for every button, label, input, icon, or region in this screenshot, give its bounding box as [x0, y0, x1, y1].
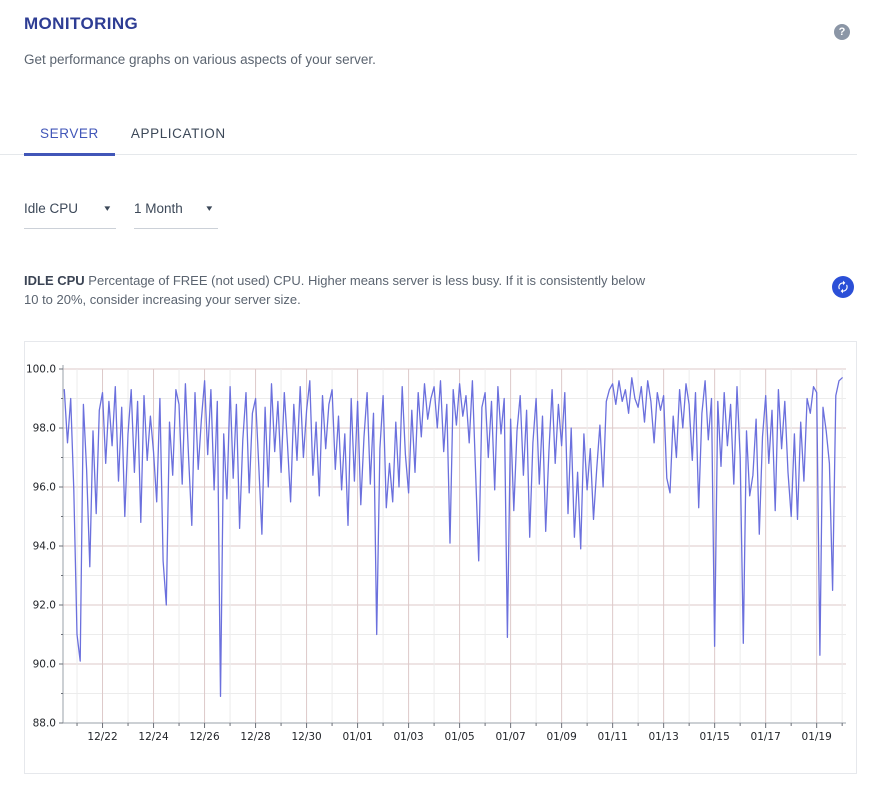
tab-server[interactable]: SERVER: [24, 116, 115, 156]
metric-description-text: Percentage of FREE (not used) CPU. Highe…: [24, 273, 646, 307]
svg-text:100.0: 100.0: [26, 364, 56, 376]
svg-text:88.0: 88.0: [33, 718, 56, 730]
metric-select-value: Idle CPU: [24, 201, 79, 216]
svg-text:12/24: 12/24: [138, 731, 169, 743]
svg-text:01/11: 01/11: [597, 731, 627, 743]
svg-text:12/30: 12/30: [291, 731, 321, 743]
svg-text:01/17: 01/17: [751, 731, 781, 743]
svg-text:01/09: 01/09: [546, 731, 576, 743]
chevron-down-icon: ▾: [206, 203, 213, 213]
chevron-down-icon: ▾: [104, 203, 111, 213]
period-select-value: 1 Month: [134, 201, 183, 216]
refresh-button[interactable]: [832, 276, 854, 298]
chart-controls: Idle CPU ▾ 1 Month ▾: [24, 196, 218, 229]
svg-text:12/28: 12/28: [240, 731, 270, 743]
svg-text:96.0: 96.0: [33, 482, 56, 494]
svg-text:01/05: 01/05: [444, 731, 474, 743]
tab-bar: SERVER APPLICATION: [0, 116, 857, 156]
svg-text:90.0: 90.0: [33, 659, 56, 671]
svg-text:94.0: 94.0: [33, 541, 56, 553]
svg-text:01/03: 01/03: [393, 731, 423, 743]
idle-cpu-chart: 100.0 98.0 96.0 94.0 92.0 90.0 88.0 12/22 12/24 1…: [26, 364, 846, 743]
tab-application[interactable]: APPLICATION: [115, 116, 242, 154]
page-subtitle: Get performance graphs on various aspect…: [24, 52, 376, 67]
svg-text:01/07: 01/07: [495, 731, 525, 743]
svg-text:92.0: 92.0: [33, 600, 56, 612]
help-button[interactable]: ?: [834, 24, 850, 40]
svg-text:01/01: 01/01: [342, 731, 372, 743]
metric-select[interactable]: Idle CPU ▾: [24, 196, 116, 229]
refresh-icon: [838, 280, 848, 294]
svg-text:12/22: 12/22: [87, 731, 117, 743]
svg-text:98.0: 98.0: [33, 423, 56, 435]
metric-description-label: IDLE CPU: [24, 273, 85, 288]
metric-description: IDLE CPU Percentage of FREE (not used) C…: [24, 272, 646, 310]
page-title: MONITORING: [24, 14, 139, 33]
svg-text:12/26: 12/26: [189, 731, 220, 743]
idle-cpu-chart-card: 100.0 98.0 96.0 94.0 92.0 90.0 88.0 12/22 12/24 1…: [24, 341, 857, 774]
svg-text:01/13: 01/13: [649, 731, 679, 743]
question-mark-icon: ?: [838, 26, 846, 38]
svg-text:01/15: 01/15: [700, 731, 730, 743]
period-select[interactable]: 1 Month ▾: [134, 196, 218, 229]
svg-text:01/19: 01/19: [802, 731, 832, 743]
